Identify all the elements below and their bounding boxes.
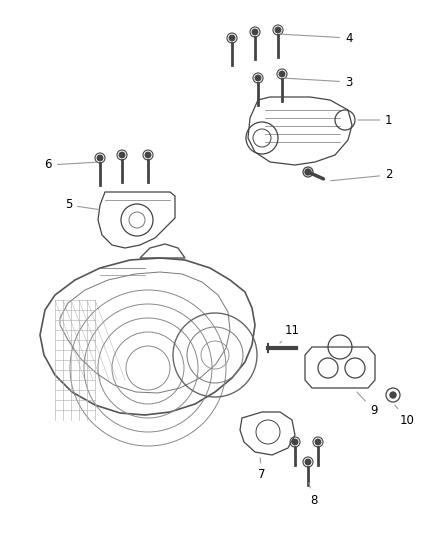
Text: 11: 11 bbox=[280, 324, 300, 343]
Text: 5: 5 bbox=[65, 198, 99, 212]
Circle shape bbox=[252, 29, 258, 35]
Text: 9: 9 bbox=[357, 392, 378, 416]
Text: 1: 1 bbox=[358, 114, 392, 126]
Circle shape bbox=[255, 75, 261, 81]
Circle shape bbox=[279, 71, 285, 77]
Circle shape bbox=[305, 459, 311, 465]
Circle shape bbox=[305, 169, 311, 175]
Text: 4: 4 bbox=[281, 31, 353, 44]
Circle shape bbox=[119, 152, 125, 158]
Circle shape bbox=[97, 155, 103, 161]
Circle shape bbox=[229, 35, 235, 41]
Text: 3: 3 bbox=[285, 76, 353, 88]
Text: 2: 2 bbox=[331, 168, 392, 182]
Circle shape bbox=[275, 27, 281, 33]
Text: 10: 10 bbox=[395, 405, 415, 426]
Circle shape bbox=[145, 152, 151, 158]
Circle shape bbox=[390, 392, 396, 398]
Circle shape bbox=[315, 439, 321, 445]
Text: 6: 6 bbox=[45, 158, 97, 172]
Circle shape bbox=[292, 439, 298, 445]
Text: 8: 8 bbox=[309, 483, 318, 506]
Text: 7: 7 bbox=[258, 458, 265, 481]
